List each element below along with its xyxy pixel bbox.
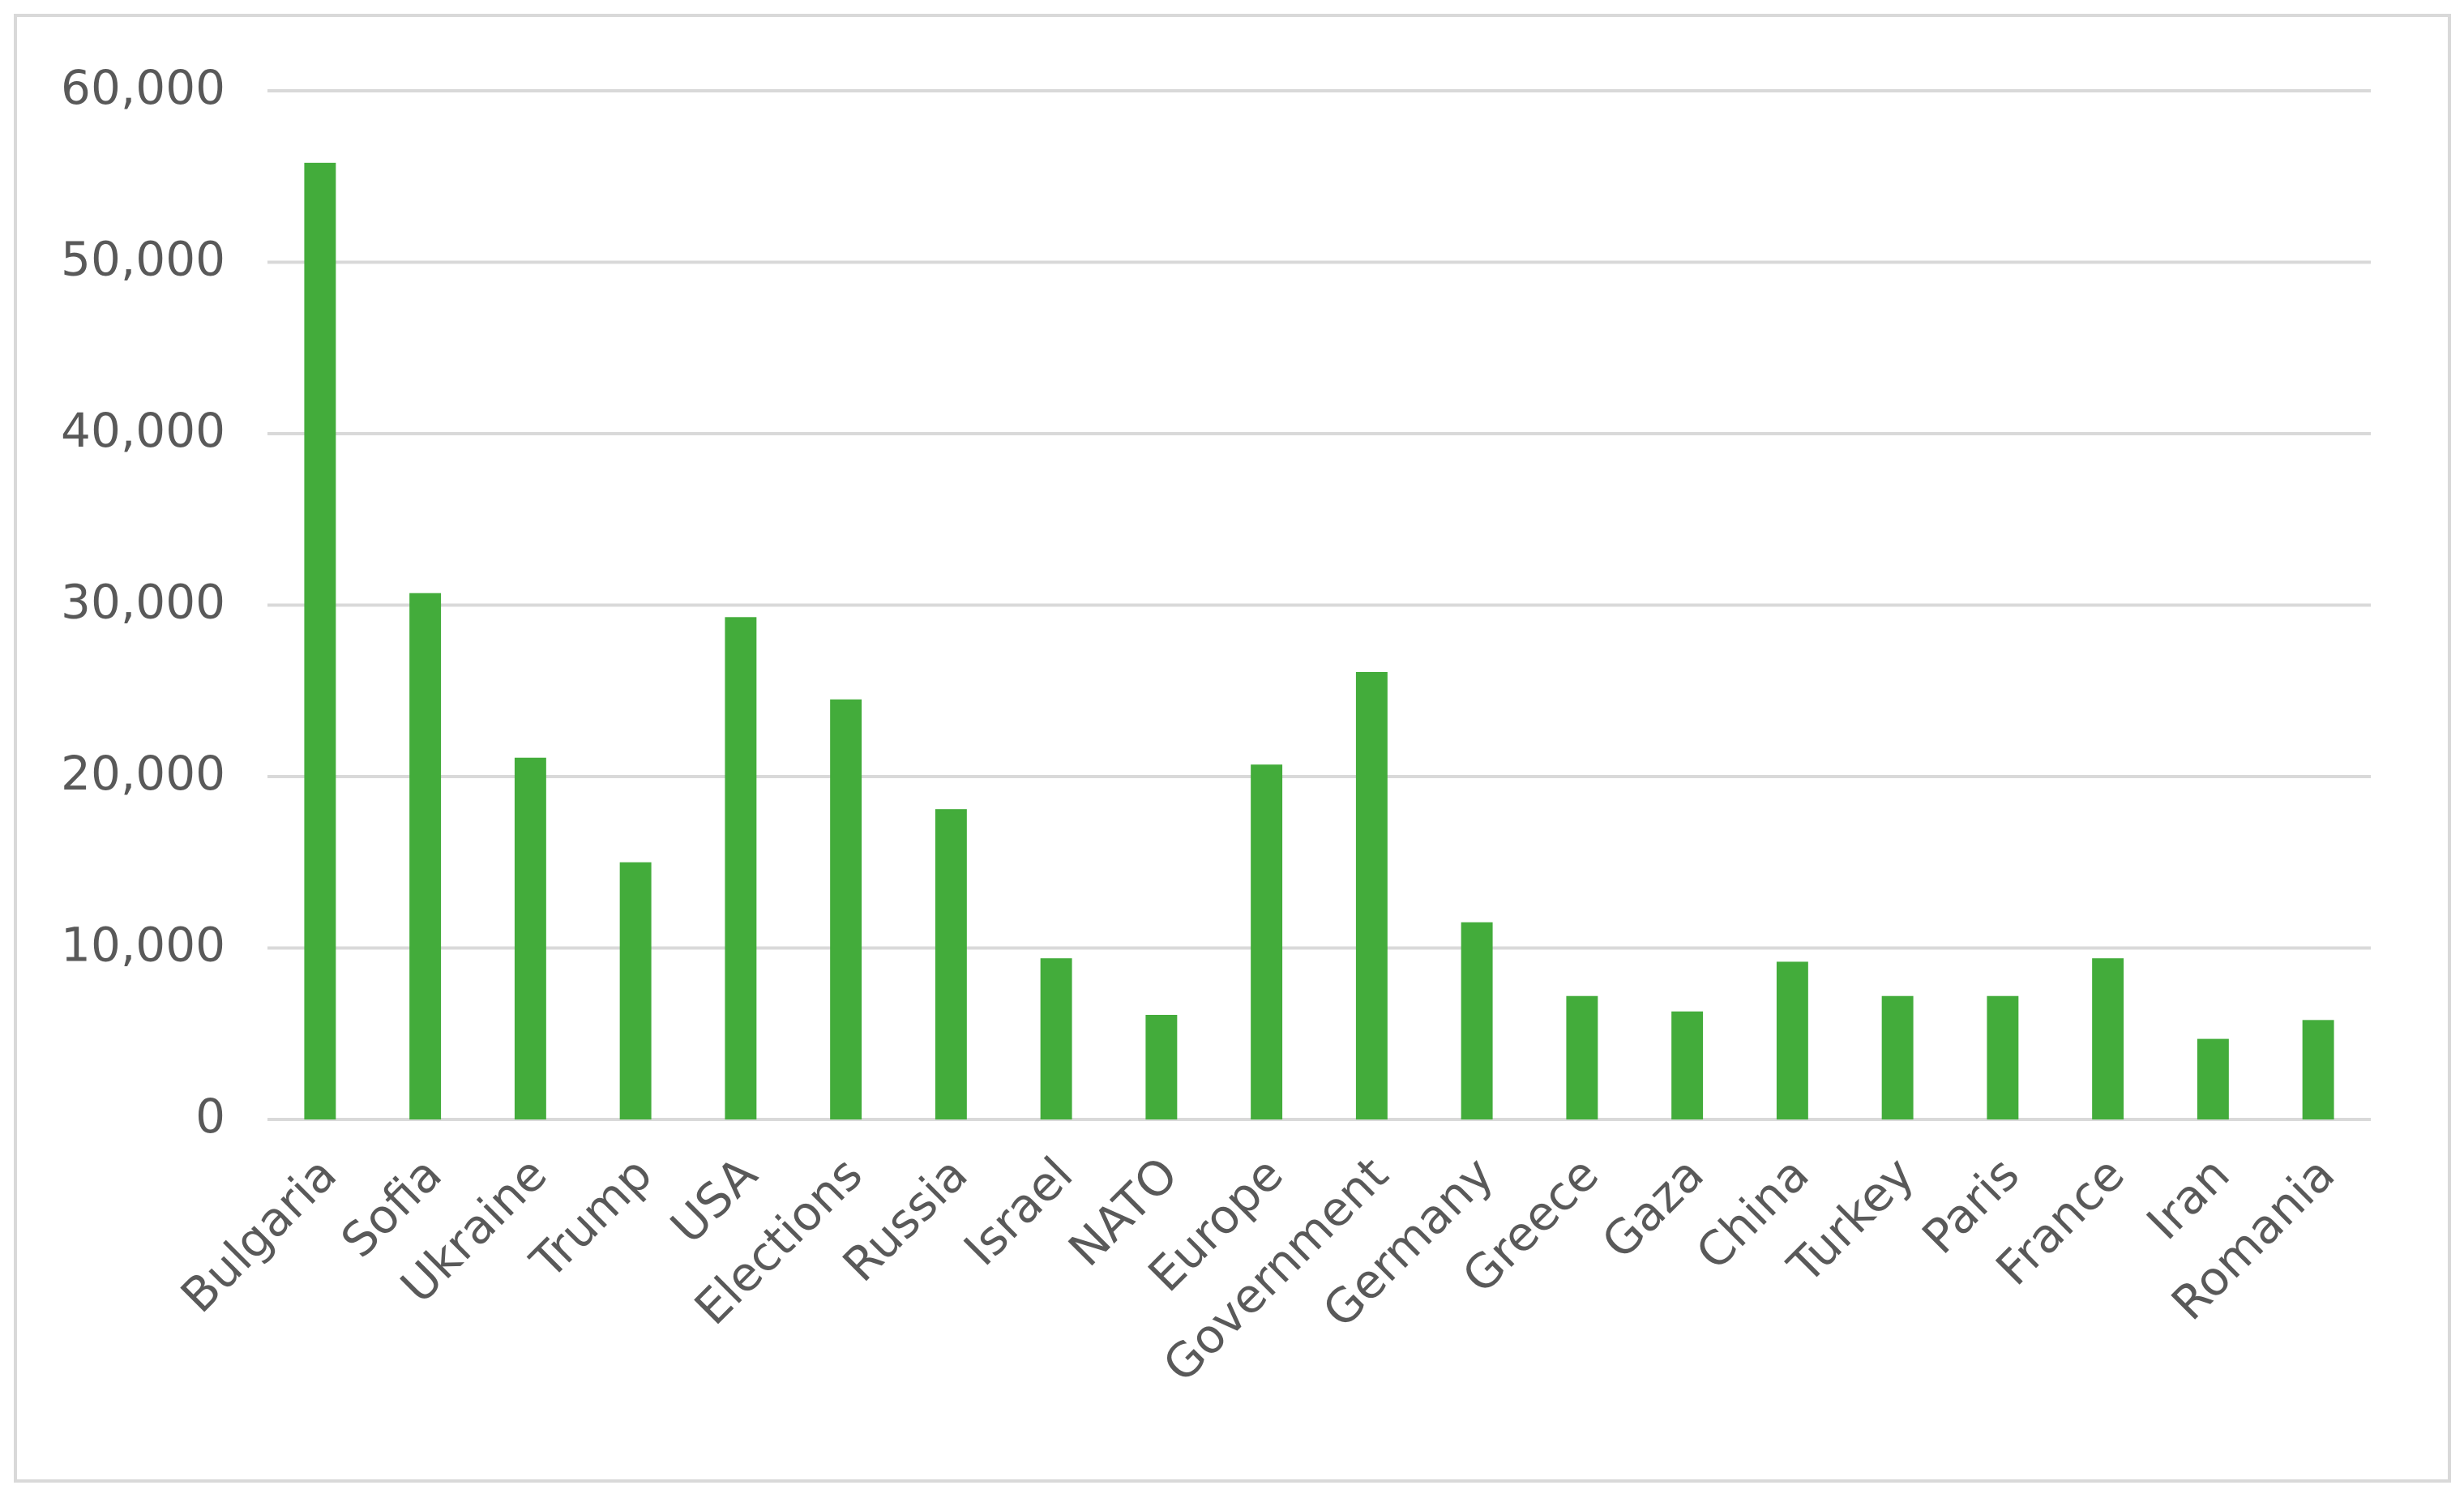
bar bbox=[830, 699, 862, 1119]
bar bbox=[1987, 995, 2019, 1119]
bar bbox=[2197, 1038, 2229, 1119]
chart-border bbox=[14, 14, 2451, 1483]
bar bbox=[2302, 1020, 2334, 1119]
bar bbox=[725, 617, 757, 1119]
y-tick-label: 60,000 bbox=[61, 60, 225, 115]
bar bbox=[935, 809, 967, 1119]
bar bbox=[619, 862, 652, 1119]
bar bbox=[1776, 961, 1808, 1119]
bar bbox=[1671, 1011, 1704, 1119]
y-tick-label: 0 bbox=[195, 1089, 225, 1144]
y-tick-label: 40,000 bbox=[61, 403, 225, 458]
bar bbox=[1251, 764, 1283, 1119]
y-tick-label: 20,000 bbox=[61, 746, 225, 801]
bar bbox=[1145, 1014, 1178, 1119]
bar bbox=[2092, 958, 2124, 1119]
bar bbox=[409, 593, 442, 1119]
y-tick-label: 50,000 bbox=[61, 232, 225, 287]
bar bbox=[514, 757, 546, 1119]
y-tick-label: 30,000 bbox=[61, 575, 225, 630]
bar bbox=[1881, 995, 1914, 1119]
bar bbox=[1355, 671, 1388, 1119]
bar bbox=[304, 162, 336, 1120]
y-tick-label: 10,000 bbox=[61, 918, 225, 973]
bar bbox=[1566, 995, 1598, 1119]
bar bbox=[1040, 958, 1072, 1119]
bar bbox=[1461, 922, 1493, 1119]
